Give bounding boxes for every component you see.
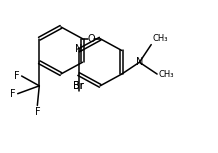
Text: N: N [136, 57, 143, 67]
Text: CH₃: CH₃ [158, 70, 174, 78]
Text: F: F [34, 107, 40, 118]
Text: O: O [87, 34, 95, 44]
Text: Br: Br [73, 81, 84, 91]
Text: CH₃: CH₃ [152, 34, 168, 43]
Text: N: N [75, 45, 82, 54]
Text: F: F [14, 71, 20, 81]
Text: F: F [10, 89, 16, 99]
Text: Br: Br [73, 81, 84, 91]
